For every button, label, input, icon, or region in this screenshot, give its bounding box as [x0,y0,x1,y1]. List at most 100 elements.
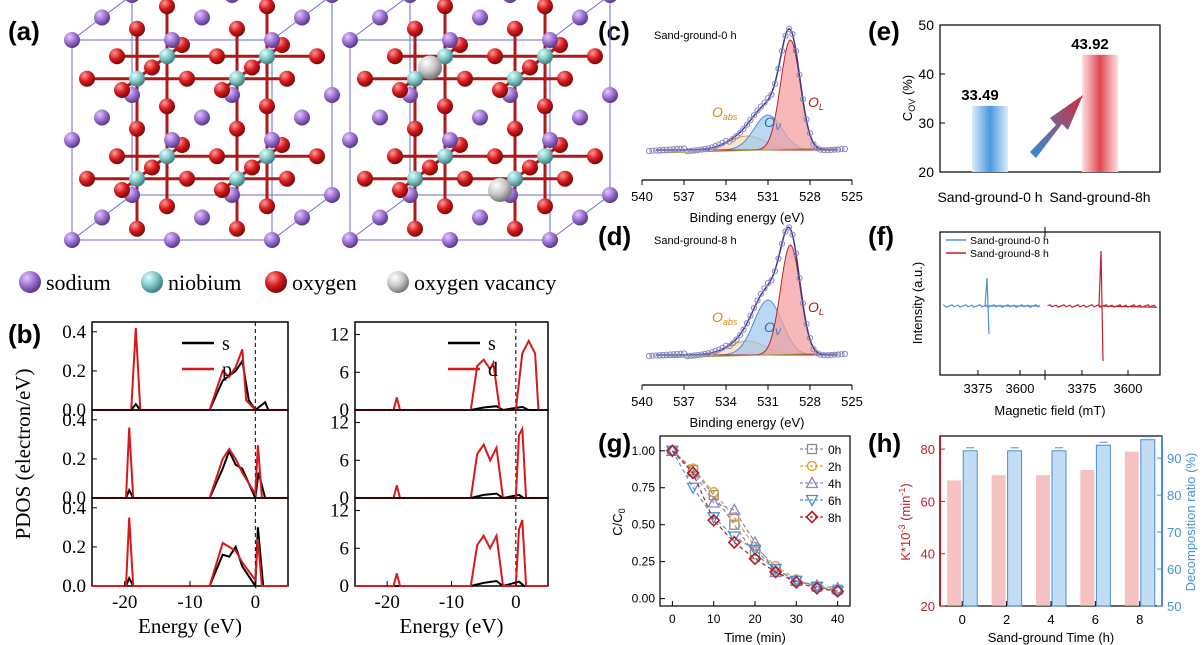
xps-data-point [810,141,817,148]
xps-data-point [708,144,716,151]
legend-label-oxygen: oxygen [292,270,357,295]
xps-data-point [778,47,786,55]
pdos-ytick-label: 6 [340,538,350,559]
xps-data-point [649,352,656,359]
sodium-atom [264,32,280,48]
increase-arrow [1030,95,1083,158]
sodium-atom [194,9,210,26]
g-frame [659,435,851,607]
niobium-atom [129,70,145,87]
oxygen-atom [229,120,245,137]
sodium-atom [164,32,180,48]
xps-data-point [659,146,667,154]
sodium-atom [225,0,239,3]
oxygen-atom [357,170,373,187]
xps-data-point [701,350,709,358]
niobium-atom [437,148,453,165]
xps-data-point [768,91,775,98]
oxygen-atom [357,70,373,87]
g-legend-marker [805,476,819,489]
g-point-4h [707,495,721,508]
oxygen-atom [507,220,523,237]
epr-legend-label: Sand-ground-0 h [970,235,1049,247]
g-point-8h [769,565,783,579]
g-point-8h [789,575,803,589]
oxygen-atom [214,182,230,198]
niobium-atom [159,48,175,65]
g-point-4h [748,535,762,548]
h-bar-decomposition-2 [1007,450,1023,607]
xps-xtick-label: 525 [841,189,863,204]
xps-data-point [792,250,800,257]
bar-e-0 [972,105,1008,172]
g-legend-marker [805,494,819,507]
pdos-curve-d [355,338,548,411]
panel-label-f: (f) [868,221,894,251]
oxygen-atom [244,59,260,76]
epr-xtick-label: 3375 [1068,381,1097,396]
epr-xtick-label: 3375 [964,381,993,396]
sodium-atom [442,232,458,248]
epr-frame [939,231,1161,376]
oxygen-atom [522,159,538,176]
g-legend-label: 4h [828,477,841,491]
g-ytick-label: 0.00 [632,592,656,606]
sodium-atom [442,32,458,48]
sodium-atom [342,132,358,148]
xps-data-point [771,268,779,275]
h-bar-k-0 [947,480,962,606]
pdos-ytick-label: 6 [340,362,350,383]
bar-e-ytick-label: 50 [918,17,934,33]
panel-label-e: (e) [868,16,900,46]
epr-legend-label: Sand-ground-8 h [970,248,1049,260]
g-xtick-label: 10 [707,612,721,626]
sodium-atom [602,87,618,103]
xps-data-point [677,145,684,152]
xps-data-point [747,116,754,124]
xps-data-point [729,340,737,347]
xps-data-point [764,95,772,102]
sodium-atom [164,132,180,148]
h-ytick-right-label: 90 [1167,451,1181,466]
sodium-atom [542,32,558,48]
g-ytick-label: 0.25 [632,555,656,569]
oxygen-atom [587,48,603,65]
xps-data-point [841,350,849,358]
xps-data-point [785,224,793,231]
h-xlabel: Sand-ground Time (h) [988,630,1114,645]
h-xtick-label: 0 [959,612,966,627]
xps-title: Sand-ground-0 h [654,30,737,42]
xps-data-point [691,352,698,359]
xps-data-point [761,99,768,106]
pdos-xtick-label: 0 [251,592,261,613]
xps-data-point [712,143,719,150]
bar-e-value-label: 43.92 [1071,36,1109,53]
sodium-atom [542,232,558,248]
xps-data-point [789,30,796,38]
bar-e-ylabel: COV (%) [900,75,917,121]
bar-e-value-label: 33.49 [961,87,999,104]
xps-xtick-label: 534 [715,394,737,409]
g-line-4h [671,450,838,589]
xps-data-point [733,336,740,343]
oabs-label: Oabs [712,104,738,122]
oxygen-atom [129,220,145,237]
xps-data-point [663,351,670,358]
xps-data-point [740,125,747,132]
sodium-atom [342,32,358,48]
h-bar-k-8 [1124,451,1139,606]
oxygen-atom [109,48,125,65]
oxygen-atom [179,170,195,187]
xps-xlabel: Binding energy (eV) [690,210,805,225]
xps-data-point [656,147,663,154]
g-legend-label: 0h [828,443,841,457]
h-ytick-left-label: 20 [921,599,935,614]
xps-data-point [677,350,684,357]
pdos-curve-p [92,517,288,587]
oxygen-atom [129,20,145,37]
oxygen-atom [557,70,573,87]
oxygen-atom [437,198,453,215]
g-ytick-label: 1.00 [632,444,656,458]
xps-data-point [722,137,730,144]
bar-e-category-label: Sand-ground-0 h [937,189,1042,205]
